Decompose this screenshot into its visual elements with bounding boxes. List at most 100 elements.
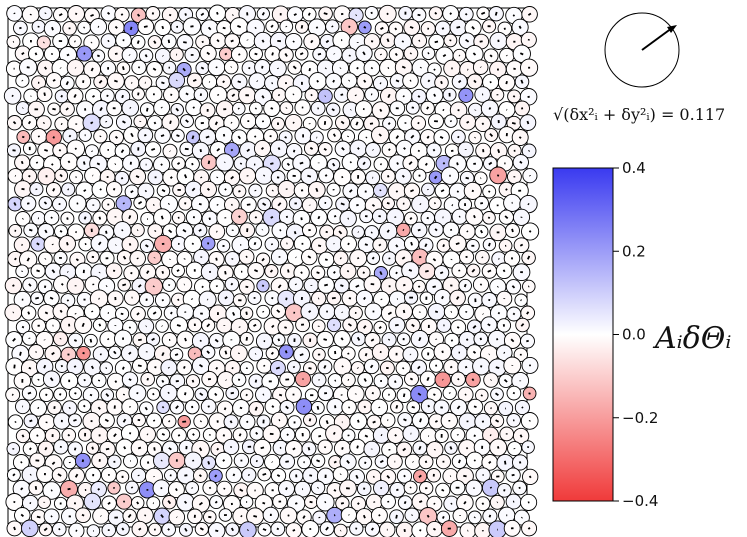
displacement-vector <box>44 229 48 234</box>
displacement-vector <box>216 176 219 179</box>
displacement-vector <box>167 366 170 369</box>
displacement-vector <box>254 107 258 110</box>
displacement-vector <box>73 93 77 98</box>
displacement-vector <box>386 38 390 43</box>
displacement-vector <box>369 122 374 125</box>
displacement-vector <box>20 487 24 491</box>
displacement-vector <box>135 175 140 179</box>
displacement-vector <box>488 190 491 193</box>
displacement-vector <box>481 122 485 126</box>
displacement-vector <box>144 189 148 193</box>
displacement-vector <box>369 364 374 369</box>
displacement-vector <box>68 134 72 138</box>
displacement-vector <box>347 323 352 327</box>
displacement-vector <box>370 231 373 234</box>
displacement-vector <box>160 163 163 166</box>
displacement-vector <box>341 146 345 151</box>
displacement-vector <box>217 93 220 96</box>
displacement-vector <box>519 243 524 247</box>
displacement-vector <box>161 270 164 274</box>
displacement-vector <box>331 297 336 300</box>
displacement-vector <box>275 366 280 370</box>
displacement-vector <box>441 488 445 492</box>
displacement-vector <box>362 487 366 490</box>
displacement-vector <box>471 378 475 382</box>
displacement-vector <box>409 217 413 220</box>
displacement-vector <box>92 94 95 98</box>
displacement-vector <box>51 269 56 274</box>
displacement-vector <box>182 229 187 233</box>
displacement-vector <box>136 501 140 505</box>
displacement-vector <box>262 202 267 207</box>
displacement-vector <box>82 404 86 408</box>
displacement-vector <box>307 447 311 451</box>
displacement-vector <box>58 149 62 152</box>
displacement-vector <box>332 162 336 167</box>
displacement-vector <box>43 527 48 532</box>
displacement-vector <box>199 420 202 423</box>
displacement-vector <box>440 80 443 85</box>
colorbar-label: AᵢδΘᵢ <box>652 321 731 356</box>
displacement-vector <box>419 529 422 532</box>
displacement-vector <box>175 488 178 492</box>
displacement-vector <box>439 271 444 275</box>
displacement-vector <box>466 230 469 233</box>
displacement-vector <box>427 79 431 83</box>
displacement-vector <box>90 13 94 17</box>
displacement-vector <box>52 136 56 139</box>
displacement-vector <box>526 120 530 125</box>
displacement-vector <box>262 393 265 396</box>
displacement-vector <box>463 500 467 505</box>
displacement-vector <box>130 190 134 194</box>
displacement-vector <box>151 12 155 15</box>
displacement-vector <box>27 391 32 395</box>
colorbar-tick-label: −0.2 <box>622 409 658 427</box>
displacement-vector <box>51 461 56 465</box>
displacement-vector <box>378 133 382 137</box>
displacement-vector <box>356 257 360 260</box>
displacement-vector <box>325 39 330 44</box>
displacement-vector <box>513 67 516 71</box>
displacement-vector <box>205 135 210 139</box>
displacement-vector <box>339 473 342 476</box>
displacement-vector <box>271 52 274 56</box>
displacement-vector <box>284 53 288 57</box>
displacement-vector <box>292 447 296 451</box>
displacement-vector <box>324 283 329 287</box>
displacement-vector <box>527 203 530 206</box>
displacement-vector <box>216 447 220 451</box>
displacement-vector <box>214 121 218 126</box>
displacement-vector <box>13 202 17 206</box>
displacement-vector <box>365 136 368 139</box>
displacement-vector <box>201 285 204 289</box>
displacement-vector <box>170 93 173 96</box>
displacement-vector <box>480 229 483 234</box>
displacement-vector <box>215 366 219 370</box>
displacement-vector <box>224 270 227 275</box>
displacement-vector <box>153 40 157 44</box>
displacement-vector <box>433 502 436 505</box>
displacement-vector <box>214 392 218 397</box>
displacement-vector <box>90 67 94 72</box>
displacement-vector <box>451 204 454 207</box>
displacement-vector <box>418 337 422 342</box>
displacement-vector <box>229 420 233 424</box>
displacement-vector <box>161 352 165 357</box>
displacement-vector <box>457 377 460 381</box>
displacement-vector <box>481 502 485 506</box>
displacement-vector <box>123 446 127 450</box>
displacement-vector <box>222 26 226 30</box>
displacement-vector <box>402 283 406 287</box>
displacement-vector <box>474 136 476 139</box>
displacement-vector <box>449 12 453 15</box>
displacement-vector <box>151 337 155 342</box>
displacement-vector <box>73 365 77 368</box>
displacement-vector <box>99 188 102 191</box>
displacement-vector <box>488 107 492 110</box>
displacement-vector <box>107 337 110 341</box>
displacement-vector <box>379 163 383 166</box>
displacement-vector <box>396 162 399 165</box>
displacement-vector <box>144 406 148 411</box>
displacement-vector <box>299 161 304 165</box>
displacement-vector <box>411 323 415 328</box>
